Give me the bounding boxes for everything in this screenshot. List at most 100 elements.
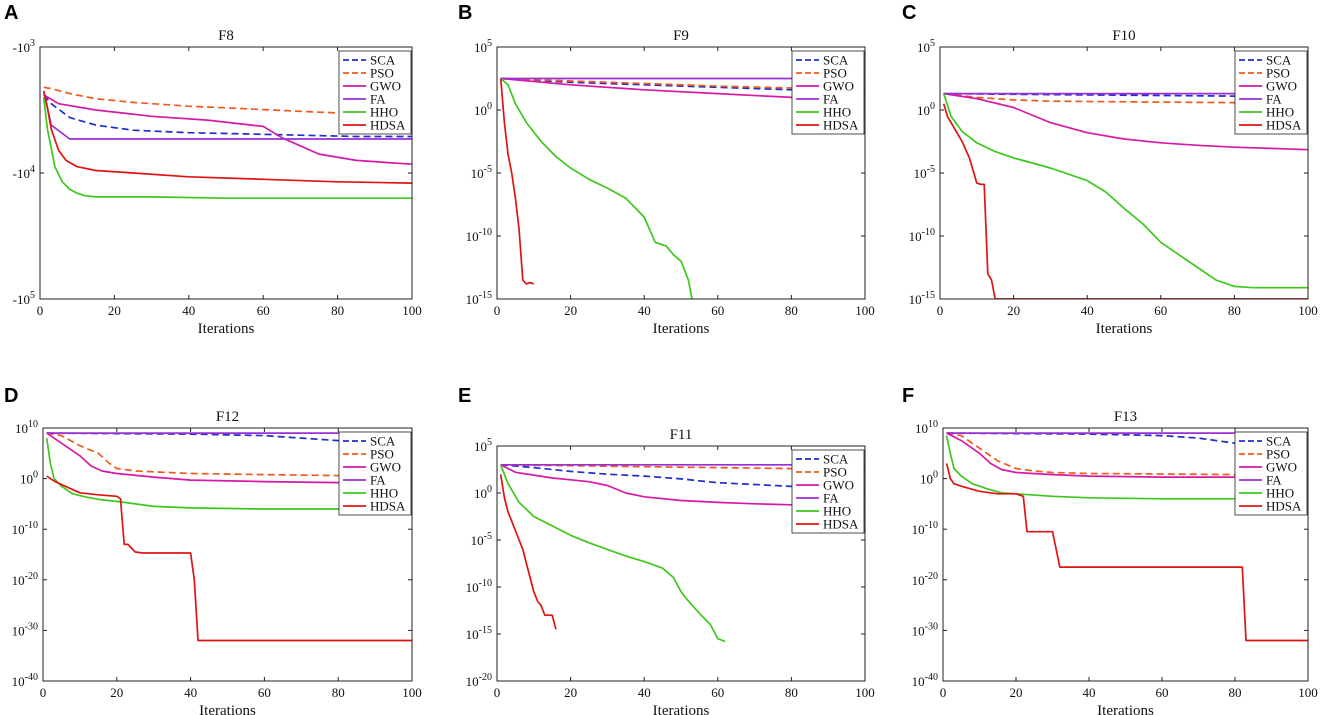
y-tick-exponent: 0: [930, 101, 935, 112]
series-line-pso: [46, 432, 412, 477]
x-tick-label: 60: [258, 685, 271, 700]
x-tick-label: 100: [402, 685, 422, 700]
legend-box: [791, 50, 865, 135]
y-tick-base: 10: [909, 229, 922, 244]
y-tick-base: 10: [912, 573, 925, 588]
y-tick-label: 100: [474, 101, 492, 118]
series-line-hdsa: [42, 90, 412, 184]
y-tick-base: 10: [474, 103, 487, 118]
y-tick-label: 1010: [915, 419, 938, 436]
series-line-gwo: [43, 94, 412, 166]
y-tick-base: 10: [912, 522, 925, 537]
legend-label-gwo: GWO: [370, 460, 401, 475]
y-tick-base: 10: [912, 674, 925, 689]
y-tick-base: 10: [466, 229, 479, 244]
y-tick-label: -105: [13, 290, 35, 307]
legend-label-hdsa: HDSA: [370, 118, 406, 133]
y-tick-label: 10-5: [471, 531, 492, 548]
legend-label-pso: PSO: [370, 447, 394, 462]
legend-label-fa: FA: [823, 491, 839, 506]
y-tick-label: 10-20: [12, 571, 38, 588]
y-tick-exponent: -30: [925, 621, 938, 632]
y-tick-exponent: 0: [33, 470, 38, 481]
series-line-hdsa: [46, 475, 412, 642]
legend-box: [338, 431, 412, 516]
legend-label-sca: SCA: [1266, 53, 1292, 68]
y-tick-base: 10: [909, 292, 922, 307]
y-tick-label: 10-40: [12, 672, 38, 689]
panel-letter: C: [902, 2, 916, 24]
chart-title: F11: [670, 427, 693, 443]
y-tick-base: 10: [471, 533, 484, 548]
y-tick-label: 10-20: [466, 672, 492, 689]
plot-frame: [42, 427, 413, 682]
legend-label-hdsa: HDSA: [370, 499, 406, 514]
legend-box: [1234, 50, 1308, 135]
legend-label-fa: FA: [1266, 92, 1282, 107]
x-tick-label: 20: [110, 685, 123, 700]
x-tick-label: 0: [40, 685, 47, 700]
y-tick-exponent: 5: [930, 38, 935, 49]
y-tick-base: 10: [915, 421, 928, 436]
y-tick-exponent: 4: [30, 164, 35, 175]
x-tick-label: 0: [940, 685, 947, 700]
y-tick-exponent: 0: [487, 484, 492, 495]
chart-title: F9: [673, 28, 689, 44]
y-tick-base: 10: [20, 472, 33, 487]
x-tick-label: 20: [1007, 303, 1020, 318]
y-tick-label: 10-30: [12, 621, 38, 638]
y-tick-exponent: 0: [487, 101, 492, 112]
legend-label-hho: HHO: [370, 105, 398, 120]
y-tick-exponent: -5: [484, 531, 492, 542]
series-line-hho: [942, 93, 1308, 289]
x-tick-label: 80: [331, 303, 344, 318]
legend-label-pso: PSO: [370, 66, 394, 81]
y-tick-base: 10: [917, 103, 930, 118]
y-tick-base: 10: [914, 166, 927, 181]
y-tick-exponent: 0: [933, 470, 938, 481]
series-line-hho: [500, 77, 693, 299]
y-tick-label: 10-5: [914, 164, 935, 181]
series-line-gwo: [943, 92, 1308, 151]
y-tick-label: 10-5: [471, 164, 492, 181]
y-tick-base: 10: [15, 421, 28, 436]
y-tick-label: 105: [474, 437, 492, 454]
x-tick-label: 0: [37, 303, 44, 318]
series-group: [945, 432, 1308, 642]
y-tick-base: 10: [466, 674, 479, 689]
y-tick-exponent: -10: [922, 227, 935, 238]
y-tick-label: 10-15: [466, 625, 492, 642]
series-group: [42, 86, 412, 200]
y-tick-base: 10: [474, 40, 487, 55]
x-tick-label: 20: [564, 303, 577, 318]
plot-frame: [496, 445, 866, 682]
legend-label-gwo: GWO: [1266, 460, 1297, 475]
x-tick-label: 60: [711, 303, 724, 318]
series-line-hdsa: [499, 474, 557, 630]
y-tick-label: 10-30: [912, 621, 938, 638]
x-tick-label: 100: [1298, 685, 1318, 700]
y-tick-label: 105: [474, 38, 492, 55]
x-tick-label: 0: [494, 303, 501, 318]
series-line-sca: [43, 94, 412, 138]
y-tick-label: 10-15: [466, 290, 492, 307]
y-tick-exponent: 5: [30, 290, 35, 301]
y-tick-label: 10-10: [466, 227, 492, 244]
series-line-hdsa: [945, 463, 1308, 642]
y-tick-base: 10: [466, 580, 479, 595]
y-tick-label: 10-20: [912, 571, 938, 588]
y-tick-exponent: -30: [25, 621, 38, 632]
plot-frame: [942, 427, 1309, 682]
series-line-hho: [499, 464, 726, 643]
legend-label-gwo: GWO: [1266, 79, 1297, 94]
panel-letter: E: [458, 385, 471, 407]
series-line-hho: [42, 97, 412, 200]
